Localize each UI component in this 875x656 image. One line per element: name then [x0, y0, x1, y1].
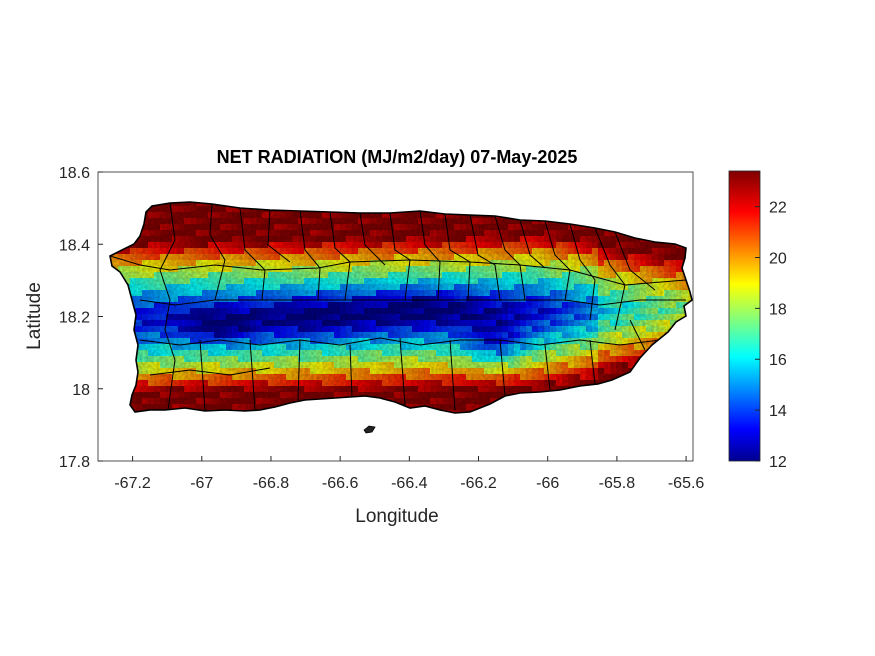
municipality-border: [594, 227, 626, 331]
municipality-border: [267, 209, 291, 263]
small-island: [363, 425, 376, 434]
colorbar-gradient: [728, 170, 761, 462]
chart-title: NET RADIATION (MJ/m2/day) 07-May-2025: [217, 147, 578, 167]
municipality-border: [389, 212, 411, 301]
municipality-border: [349, 344, 353, 398]
municipality-border: [199, 339, 206, 411]
municipality-border: [139, 299, 686, 306]
x-axis: -67.2 -67 -66.8 -66.6 -66.4 -66.2 -66 -65.8 -65.…: [114, 456, 704, 492]
municipality-border: [629, 319, 646, 351]
x-tick-label: -65.6: [668, 475, 705, 492]
colorbar-tick-label: 16: [769, 352, 787, 369]
x-tick-label: -65.8: [599, 475, 636, 492]
x-tick-label: -66.4: [391, 475, 428, 492]
municipality-border: [297, 339, 301, 401]
municipality-border: [359, 212, 386, 266]
municipality-border: [519, 219, 546, 269]
y-tick-label: 18.4: [59, 237, 90, 254]
colorbar: 12 14 16 18 20 22: [728, 170, 787, 471]
colorbar-tick-label: 18: [769, 301, 787, 318]
municipality-border: [329, 211, 351, 301]
municipality-border: [399, 337, 406, 406]
municipality-border: [499, 339, 506, 397]
colorbar-tick-label: 20: [769, 250, 787, 267]
municipality-border: [589, 339, 596, 385]
x-tick-label: -66.6: [322, 475, 359, 492]
municipality-border: [110, 255, 687, 286]
y-tick-label: 18: [72, 382, 90, 399]
y-tick-label: 17.8: [59, 454, 90, 471]
municipality-border: [149, 367, 271, 376]
x-tick-label: -67.2: [114, 475, 151, 492]
colorbar-tick-label: 14: [769, 403, 787, 420]
colorbar-ticks: 12 14 16 18 20 22: [755, 200, 787, 471]
plot-area: -67.2 -67 -66.8 -66.6 -66.4 -66.2 -66 -65.8 -65.…: [59, 165, 705, 492]
municipality-border: [159, 202, 176, 411]
municipality-border: [444, 213, 471, 301]
municipality-border: [494, 215, 526, 301]
municipality-border: [249, 339, 256, 411]
y-tick-label: 18.2: [59, 310, 90, 327]
municipality-borders: [110, 202, 687, 411]
x-tick-label: -66: [536, 475, 559, 492]
x-axis-label: Longitude: [355, 506, 438, 527]
municipality-border: [299, 210, 321, 301]
texture-overlay: [110, 202, 692, 413]
y-axis-label: Latitude: [24, 282, 45, 350]
y-axis: 17.8 18 18.2 18.4 18.6: [59, 165, 103, 471]
municipality-border: [544, 220, 571, 301]
municipality-border: [469, 214, 501, 301]
colorbar-tick-label: 12: [769, 454, 787, 471]
municipality-border: [239, 207, 266, 301]
municipality-border: [419, 210, 441, 301]
municipality-border: [569, 223, 596, 321]
x-tick-label: -67: [190, 475, 213, 492]
y-tick-label: 18.6: [59, 165, 90, 182]
municipality-border: [209, 203, 226, 301]
x-tick-label: -66.8: [253, 475, 290, 492]
colorbar-tick-label: 22: [769, 200, 787, 217]
municipality-border: [544, 344, 551, 391]
municipality-border: [449, 339, 456, 411]
x-tick-label: -66.2: [460, 475, 497, 492]
